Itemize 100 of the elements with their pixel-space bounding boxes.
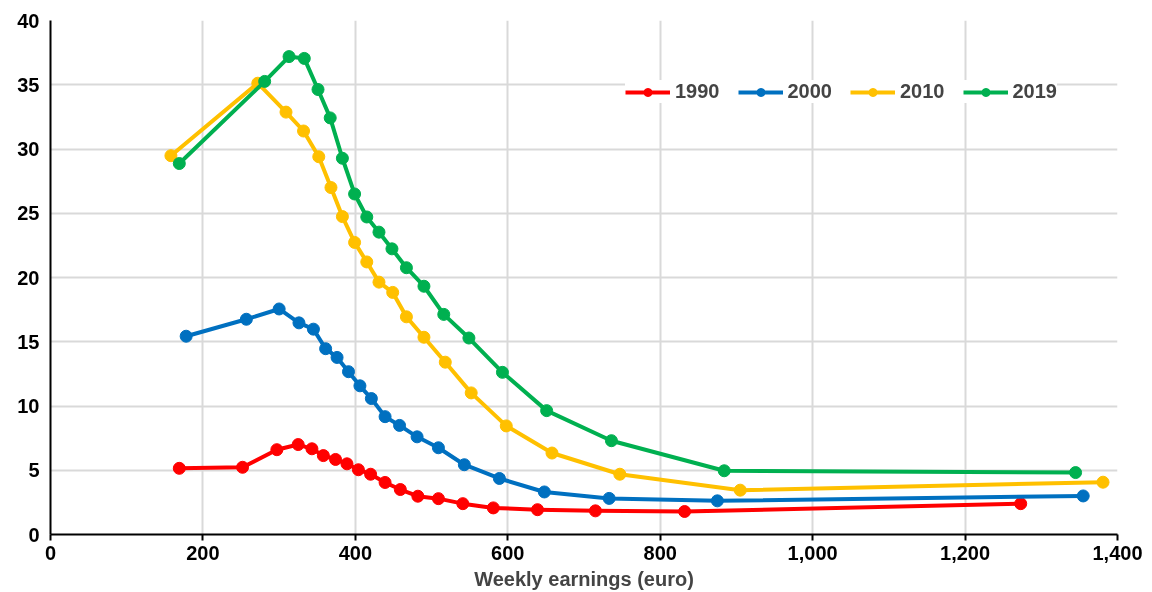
point — [340, 457, 354, 471]
point — [372, 225, 386, 239]
point — [319, 342, 333, 356]
point — [545, 446, 559, 460]
point — [348, 187, 362, 201]
point — [270, 443, 284, 457]
x-tick-label: 1,200 — [940, 541, 991, 564]
point — [351, 463, 365, 477]
point — [360, 210, 374, 224]
point — [499, 419, 513, 433]
point — [588, 504, 602, 518]
point — [386, 285, 400, 299]
point — [172, 157, 186, 171]
x-tick-label: 600 — [491, 541, 525, 564]
y-tick-label: 10 — [17, 395, 40, 417]
point — [330, 350, 344, 364]
point — [486, 501, 500, 515]
point — [613, 467, 627, 481]
point — [239, 312, 253, 326]
point — [456, 497, 470, 511]
y-tick-label: 0 — [28, 523, 40, 546]
point — [462, 331, 476, 345]
point — [710, 494, 724, 508]
point — [312, 150, 326, 164]
point — [258, 74, 272, 88]
legend-label: 2000 — [787, 80, 832, 103]
point — [291, 438, 305, 452]
point — [164, 149, 178, 163]
point — [733, 483, 747, 497]
point — [316, 449, 330, 463]
point — [364, 392, 378, 406]
point — [360, 255, 374, 269]
point — [399, 261, 413, 275]
y-tick-label: 25 — [17, 202, 40, 225]
point — [495, 365, 509, 379]
point — [678, 505, 692, 518]
point — [393, 418, 407, 432]
point — [399, 310, 413, 324]
point — [717, 464, 731, 478]
point — [335, 210, 349, 224]
point — [335, 151, 349, 165]
x-tick-label: 0 — [44, 541, 57, 564]
point — [297, 124, 311, 138]
y-tick-label: 5 — [28, 459, 40, 482]
legend-label: 2019 — [1012, 80, 1057, 103]
point — [342, 365, 355, 379]
point — [431, 441, 445, 455]
point — [417, 330, 431, 344]
point — [464, 386, 478, 400]
point — [492, 471, 506, 485]
point — [1069, 466, 1083, 480]
legend-label: 2010 — [900, 80, 945, 103]
point — [417, 279, 431, 293]
point — [172, 461, 186, 475]
point — [324, 181, 338, 195]
point — [305, 442, 319, 456]
point — [410, 430, 424, 444]
point — [292, 316, 306, 330]
point — [393, 483, 407, 497]
point — [540, 404, 554, 418]
x-tick-label: 400 — [338, 541, 373, 564]
point — [279, 105, 293, 119]
point — [272, 302, 286, 316]
point — [378, 410, 392, 424]
point — [457, 458, 471, 472]
point — [411, 489, 425, 503]
point — [604, 434, 618, 448]
point — [385, 242, 399, 256]
y-tick-label: 15 — [17, 330, 40, 353]
point — [297, 51, 311, 65]
point — [282, 50, 296, 64]
point — [323, 111, 337, 125]
point — [438, 355, 452, 369]
y-tick-label: 40 — [17, 9, 40, 32]
point — [353, 379, 367, 393]
point — [179, 329, 193, 343]
point — [531, 503, 545, 517]
point — [311, 83, 325, 96]
point — [1096, 475, 1110, 489]
point — [1014, 497, 1028, 511]
x-axis-title: Weekly earnings (euro) — [474, 567, 694, 590]
point — [378, 475, 392, 489]
point — [329, 452, 343, 466]
point — [431, 492, 445, 506]
x-tick-label: 800 — [643, 541, 677, 564]
legend-label: 1990 — [675, 80, 720, 103]
point — [364, 467, 378, 481]
point — [348, 235, 362, 249]
y-tick-label: 30 — [17, 138, 40, 160]
x-tick-label: 200 — [186, 541, 220, 564]
y-tick-label: 20 — [17, 266, 40, 289]
point — [372, 275, 386, 289]
point — [1076, 489, 1090, 503]
x-tick-label: 1,400 — [1092, 541, 1143, 564]
point — [236, 460, 250, 474]
point — [602, 491, 616, 505]
point — [437, 307, 451, 321]
point — [306, 322, 320, 336]
point — [537, 485, 551, 499]
y-tick-label: 35 — [17, 73, 40, 96]
